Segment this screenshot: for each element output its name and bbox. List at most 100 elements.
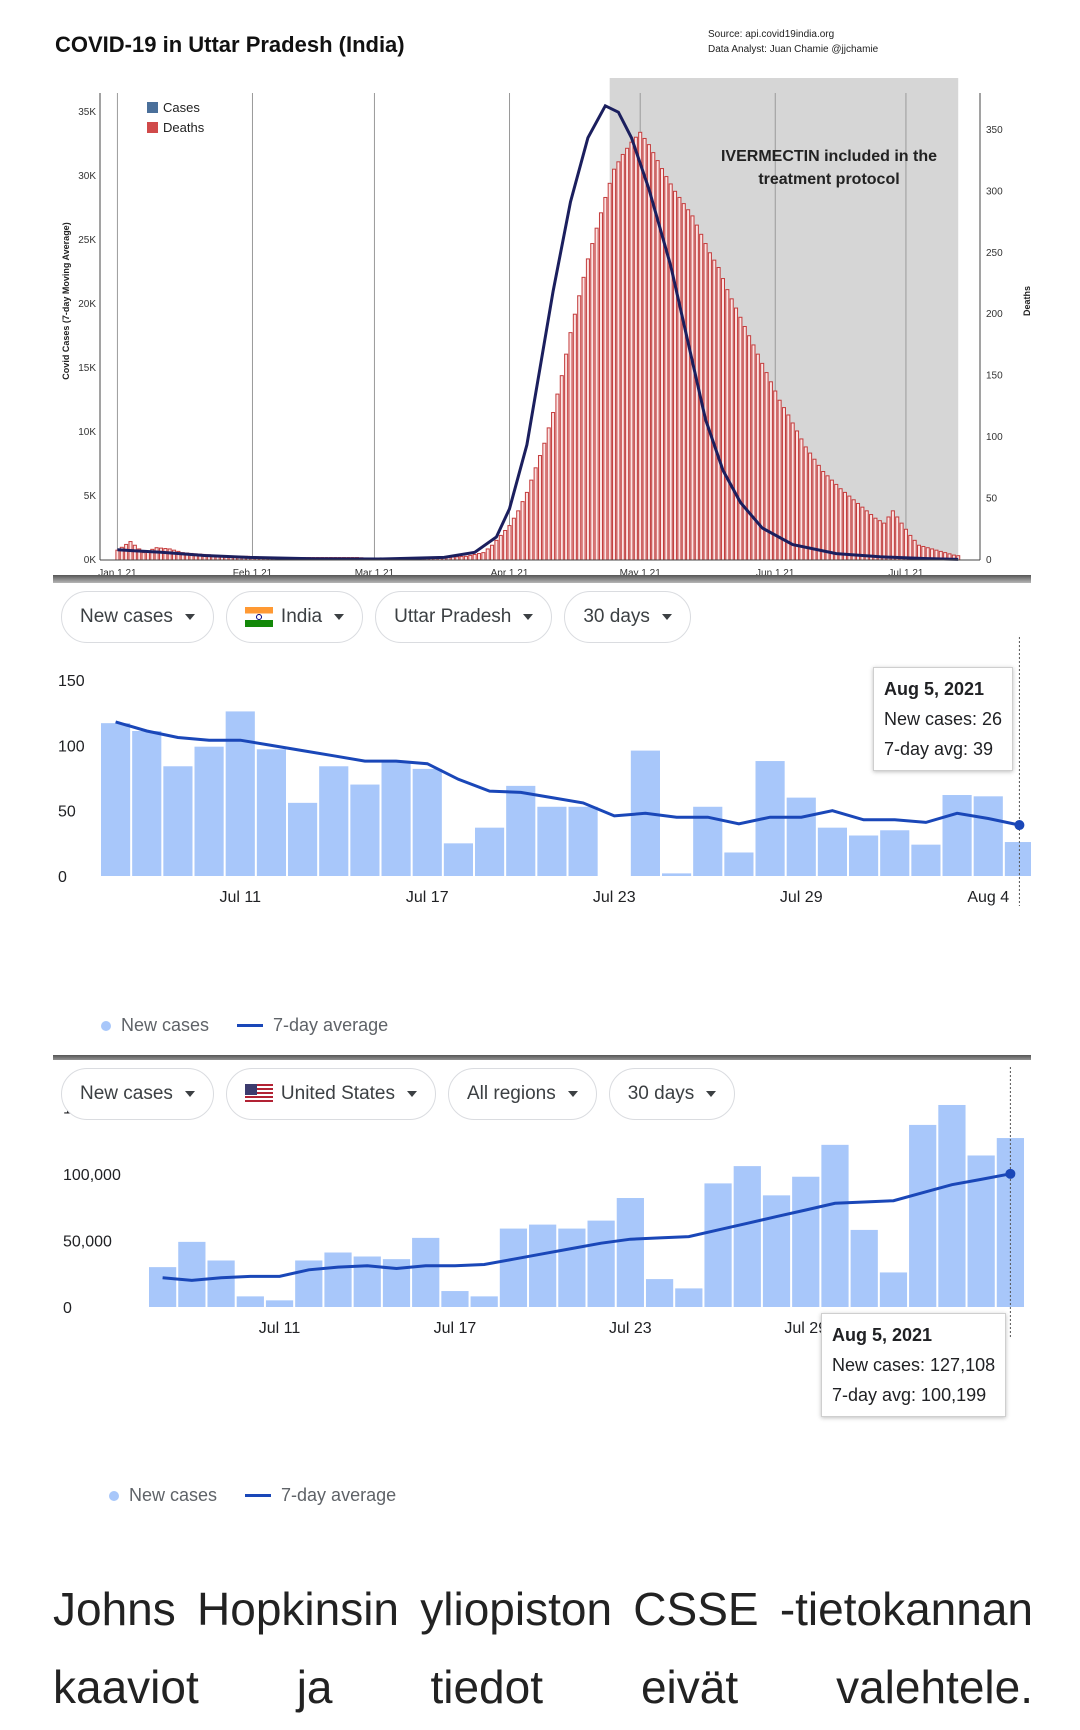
death-bar [795, 430, 800, 561]
filter-chip[interactable]: New cases [61, 591, 214, 643]
legend-7day-average: 7-day average [245, 1485, 396, 1506]
legend-line [245, 1494, 272, 1497]
india-flag-icon [244, 607, 273, 627]
india-tooltip: Aug 5, 2021 New cases: 26 7-day avg: 39 [873, 667, 1014, 771]
tooltip-avg: 7-day avg: 100,199 [832, 1385, 987, 1405]
death-bar [520, 501, 525, 561]
new-cases-bar [850, 1229, 878, 1307]
right-tick-label: 300 [986, 186, 1003, 197]
death-bar [503, 530, 508, 561]
death-bar [829, 479, 834, 561]
cases-line [117, 103, 959, 561]
death-bar [612, 168, 617, 561]
death-bar [738, 316, 743, 561]
new-cases-bar [319, 766, 349, 876]
y-tick-label: 100,000 [63, 1167, 121, 1184]
y-tick-label: 50,000 [63, 1234, 112, 1251]
x-tick-label: Apr 1 21 [491, 568, 529, 579]
new-cases-bar [1004, 842, 1031, 876]
death-bar [507, 525, 512, 561]
new-cases-bar [817, 827, 847, 876]
hover-point [1005, 1168, 1016, 1179]
new-cases-bar [381, 761, 411, 876]
new-cases-bar [568, 806, 598, 876]
us-flag-icon [244, 1084, 273, 1104]
caption-text: Johns Hopkinsin yliopiston CSSE -tietoka… [53, 1583, 1033, 1713]
death-bar [890, 510, 895, 561]
new-cases-bar [101, 723, 131, 876]
death-bar [629, 141, 634, 561]
death-bar [564, 353, 569, 561]
right-tick-label: 100 [986, 432, 1003, 443]
death-bar [825, 475, 830, 561]
legend-dot [109, 1490, 119, 1501]
dropdown-caret-icon [334, 614, 345, 620]
uttar-pradesh-chart: COVID-19 in Uttar Pradesh (India) Source… [53, 23, 1031, 583]
annotation-line-1: IVERMECTIN included in the [721, 148, 937, 165]
death-bar [459, 556, 464, 561]
y-tick-label: 100 [58, 738, 85, 755]
analyst-line: Data Analyst: Juan Chamie @jjchamie [708, 44, 879, 55]
filter-chip[interactable]: All regions [448, 1068, 597, 1120]
new-cases-bar [996, 1138, 1024, 1307]
new-cases-bar [724, 852, 754, 876]
new-cases-bar [529, 1224, 557, 1307]
new-cases-bar [938, 1104, 966, 1307]
india-new-cases-chart: 0 50 100 150 Jul 11 Jul 17 Jul 23 Jul 29 Aug 4 [58, 637, 1031, 906]
new-cases-bar [911, 844, 941, 876]
death-bar [899, 522, 904, 561]
filter-chip[interactable]: New cases [61, 1068, 214, 1120]
new-cases-bar [879, 1272, 908, 1307]
new-cases-bar [470, 1296, 498, 1307]
right-axis-label: Deaths [1022, 286, 1031, 316]
death-bar [572, 313, 577, 561]
filter-chip[interactable]: United States [225, 1068, 436, 1120]
filter-chip-label: Uttar Pradesh [394, 606, 512, 627]
left-tick-label: 5K [84, 491, 97, 502]
death-bar [581, 276, 586, 561]
x-tick-label: Jun 1 21 [756, 568, 795, 579]
y-tick-label: 0 [58, 869, 67, 886]
x-tick-label: Jan 1 21 [98, 568, 137, 579]
death-bar [903, 528, 908, 561]
filter-chip[interactable]: 30 days [564, 591, 691, 643]
right-tick-label: 200 [986, 309, 1003, 320]
death-bar [742, 326, 747, 561]
death-bar [877, 520, 882, 561]
x-tick-label: Jul 11 [259, 1320, 301, 1337]
new-cases-bar [973, 796, 1003, 876]
death-bar [607, 182, 612, 561]
new-cases-bar [786, 797, 816, 876]
dropdown-caret-icon [184, 614, 195, 620]
india-filter-chips: New cases India Uttar Pradesh 30 days [53, 591, 691, 647]
death-bar [703, 243, 708, 561]
death-bar [694, 224, 699, 561]
tooltip-date: Aug 5, 2021 [832, 1325, 933, 1345]
death-bar [864, 510, 869, 561]
death-bar [476, 553, 482, 561]
death-bar [555, 393, 560, 561]
filter-chip[interactable]: 30 days [608, 1068, 736, 1120]
filter-chip-label: 30 days [627, 1083, 695, 1104]
legend-7day-average: 7-day average [237, 1015, 388, 1036]
death-bar [651, 152, 656, 561]
death-bar [638, 131, 643, 561]
left-tick-label: 35K [78, 107, 96, 118]
death-bar [603, 196, 608, 561]
filter-chip-label: All regions [467, 1083, 556, 1104]
death-bar [590, 243, 595, 561]
right-tick-label: 150 [986, 371, 1003, 382]
filter-chip[interactable]: Uttar Pradesh [375, 591, 553, 643]
legend-label: Cases [163, 100, 200, 115]
source-line: Source: api.covid19india.org [708, 29, 834, 40]
death-bar [886, 516, 891, 561]
death-bar [559, 375, 564, 561]
death-bar [625, 147, 630, 561]
death-bar [851, 499, 856, 561]
death-bar [882, 522, 887, 561]
death-bar [577, 295, 582, 561]
filter-chip[interactable]: India [225, 591, 364, 643]
new-cases-bar [132, 731, 162, 876]
